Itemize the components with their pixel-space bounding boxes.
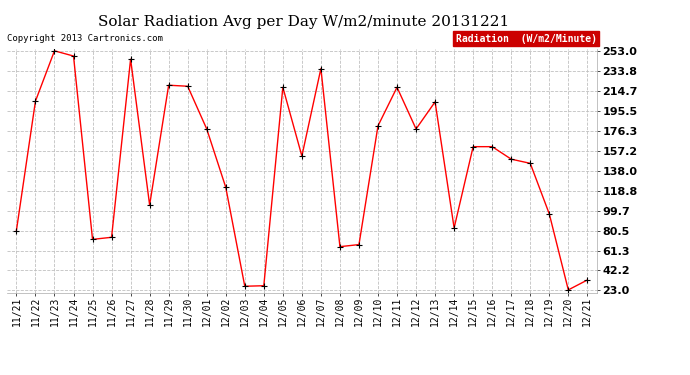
Text: Solar Radiation Avg per Day W/m2/minute 20131221: Solar Radiation Avg per Day W/m2/minute … [98, 15, 509, 29]
Text: Copyright 2013 Cartronics.com: Copyright 2013 Cartronics.com [7, 34, 163, 43]
Text: Radiation  (W/m2/Minute): Radiation (W/m2/Minute) [456, 34, 597, 44]
